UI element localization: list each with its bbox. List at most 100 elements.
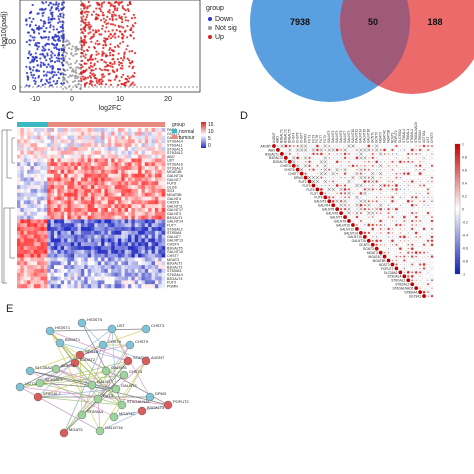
heatmap-cell	[104, 276, 109, 281]
heatmap-cell	[117, 227, 122, 232]
corr-cell	[423, 208, 425, 210]
corr-cell	[324, 192, 327, 195]
corr-cell	[340, 208, 343, 211]
volcano-point	[73, 79, 76, 83]
heatmap-cell	[17, 219, 21, 224]
volcano-point	[119, 67, 122, 70]
volcano-point	[102, 44, 105, 47]
heatmap-cell	[77, 261, 82, 266]
volcano-point	[104, 83, 108, 86]
heatmap-cell	[43, 246, 48, 251]
corr-cell	[407, 243, 410, 246]
heatmap-cells	[17, 128, 166, 289]
volcano-point	[75, 77, 79, 80]
corr-nonsig-mark	[351, 176, 355, 180]
corr-cell	[332, 153, 334, 155]
heatmap-cell	[80, 230, 85, 235]
heatmap-cell	[128, 185, 132, 190]
heatmap-cell	[33, 265, 38, 270]
volcano-point	[107, 22, 110, 25]
network-node-label: GCNT3	[61, 363, 75, 368]
heatmap-cell	[70, 230, 75, 235]
heatmap-gene-label: ST6GAL2	[167, 227, 183, 231]
heatmap-cell	[74, 261, 78, 266]
heatmap-cell	[114, 246, 119, 251]
heatmap-cell	[141, 185, 146, 190]
heatmap-cell	[107, 208, 112, 213]
heatmap-cell	[161, 246, 166, 251]
corr-cell	[391, 232, 394, 234]
heatmap-cell	[114, 135, 119, 140]
heatmap-cell	[141, 139, 146, 144]
corr-cell	[352, 197, 354, 198]
corr-cell	[343, 208, 347, 211]
heatmap-cell	[121, 265, 125, 270]
heatmap-cell	[151, 181, 156, 186]
heatmap-cell	[54, 169, 58, 175]
corr-cell	[367, 176, 370, 179]
heatmap-cell	[64, 215, 68, 220]
heatmap-cell	[97, 166, 102, 171]
heatmap-cell	[141, 181, 146, 186]
volcano-point	[113, 1, 116, 4]
corr-nonsig-mark	[331, 187, 335, 191]
heatmap-cell	[67, 204, 72, 209]
heatmap-cell	[17, 128, 21, 133]
heatmap-cell	[131, 238, 136, 243]
heatmap-cell	[117, 169, 122, 175]
heatmap-cell	[77, 238, 82, 243]
heatmap-cell	[67, 227, 72, 232]
volcano-point	[41, 45, 44, 48]
heatmap-cell	[84, 200, 88, 205]
network-node	[123, 356, 133, 366]
volcano-point	[85, 41, 88, 44]
volcano-point	[100, 58, 103, 61]
corr-col-label: CHST9	[430, 132, 434, 143]
heatmap-cell	[141, 166, 146, 171]
heatmap-cell	[101, 268, 105, 274]
heatmap-cell	[141, 272, 146, 277]
corr-cell	[368, 196, 370, 198]
heatmap-cell	[64, 162, 68, 167]
corr-cell	[415, 149, 417, 151]
heatmap-cell	[114, 139, 119, 144]
heatmap-cell	[23, 242, 28, 247]
corr-cell	[348, 157, 350, 159]
heatmap-cell	[134, 143, 139, 148]
heatmap-cell	[101, 246, 105, 251]
corr-cell	[335, 184, 339, 187]
corr-cell	[376, 193, 378, 194]
heatmap-cell	[37, 276, 41, 281]
heatmap-cell	[84, 150, 88, 155]
heatmap-cell	[141, 173, 146, 178]
heatmap-cell	[131, 272, 136, 277]
heatmap-cell	[47, 265, 51, 270]
heatmap-cell	[67, 162, 72, 167]
heatmap-cell	[161, 227, 166, 232]
network-edge	[99, 410, 143, 432]
volcano-point	[29, 23, 32, 26]
heatmap-cell	[134, 162, 139, 167]
heatmap-cell	[23, 173, 28, 178]
heatmap-cell	[50, 234, 55, 239]
heatmap-cell	[84, 188, 88, 194]
volcano-point	[44, 44, 47, 47]
heatmap-cell	[23, 246, 28, 251]
corr-cell	[372, 204, 374, 206]
heatmap-cell	[43, 128, 48, 133]
corr-cell	[430, 279, 433, 282]
heatmap-cell	[60, 162, 65, 167]
corr-cell	[406, 172, 410, 175]
heatmap-cell	[40, 253, 45, 258]
heatmap-cell	[74, 177, 78, 182]
heatmap-cell	[20, 128, 25, 133]
heatmap-cell	[47, 208, 51, 213]
volcano-point	[114, 24, 117, 27]
heatmap-cell	[138, 204, 142, 209]
volcano-point	[81, 71, 85, 74]
heatmap-cell	[57, 261, 62, 266]
heatmap-cell	[117, 265, 122, 270]
heatmap-cell	[27, 230, 31, 235]
heatmap-cell	[91, 249, 95, 255]
heatmap-cell	[131, 135, 136, 140]
